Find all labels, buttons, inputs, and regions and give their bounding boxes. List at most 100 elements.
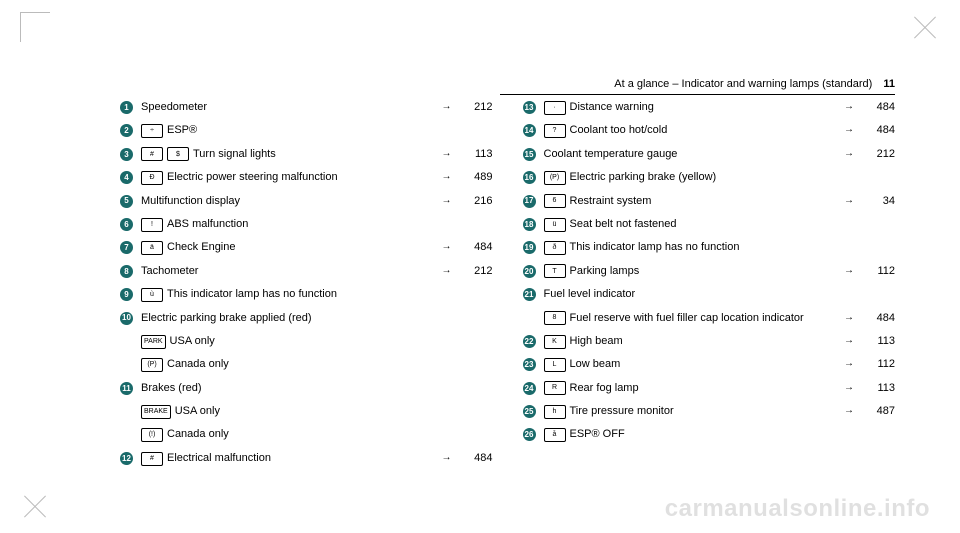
warning-lamp-icon: $ (167, 147, 189, 161)
item-label-wrap: RRear fog lamp (544, 381, 840, 396)
list-item: 19ðThis indicator lamp has no function (523, 240, 896, 255)
page-ref-arrow: → (839, 381, 859, 395)
list-item: 24RRear fog lamp→113 (523, 381, 896, 396)
list-sub-item: (P)Canada only (120, 357, 493, 372)
list-item: 15Coolant temperature gauge→212 (523, 147, 896, 162)
item-number-badge: 26 (523, 428, 536, 441)
list-item: 10 Electric parking brake applied (red) (120, 311, 493, 326)
item-label-wrap: BRAKEUSA only (141, 404, 437, 419)
list-item: 26åESP® OFF (523, 427, 896, 442)
list-item: 14?Coolant too hot/cold→484 (523, 123, 896, 138)
page-ref-arrow: → (437, 264, 457, 278)
item-label: Turn signal lights (193, 147, 276, 162)
item-number-badge: 10 (120, 312, 133, 325)
page-ref: 489 (457, 170, 493, 185)
warning-lamp-icon: PARK (141, 335, 166, 349)
item-label: ESP® (167, 123, 197, 138)
list-item: 176Restraint system→34 (523, 194, 896, 209)
item-label-wrap: KHigh beam (544, 334, 840, 349)
page-ref: 112 (859, 264, 895, 279)
item-label: Low beam (570, 357, 621, 372)
list-item: 22KHigh beam→113 (523, 334, 896, 349)
header-page-number: 11 (883, 78, 895, 90)
item-number-badge: 8 (120, 265, 133, 278)
warning-lamp-icon: T (544, 264, 566, 278)
item-number-badge: 24 (523, 382, 536, 395)
list-item: 12#Electrical malfunction→484 (120, 451, 493, 466)
warning-lamp-icon: ü (544, 218, 566, 232)
page-ref: 212 (457, 100, 493, 115)
page-ref: 484 (457, 240, 493, 255)
warning-lamp-icon: K (544, 335, 566, 349)
list-item: 25hTire pressure monitor→487 (523, 404, 896, 419)
list-item: 5 Multifunction display →216 (120, 194, 493, 209)
item-number-badge: 16 (523, 171, 536, 184)
item-label: Multifunction display (141, 194, 240, 209)
page-ref-arrow: → (437, 194, 457, 208)
item-label: Tachometer (141, 264, 198, 279)
page-ref-arrow: → (437, 240, 457, 254)
warning-lamp-icon: ? (544, 124, 566, 138)
page-ref-arrow: → (839, 194, 859, 208)
item-label-wrap: ü Seat belt not fastened (544, 217, 840, 232)
list-sub-item: BRAKEUSA only (120, 404, 493, 419)
item-label: ABS malfunction (167, 217, 248, 232)
item-label: Check Engine (167, 240, 236, 255)
page-ref: 212 (859, 147, 895, 162)
item-number-badge: 18 (523, 218, 536, 231)
item-label-wrap: TParking lamps (544, 264, 840, 279)
item-number-badge: 22 (523, 335, 536, 348)
item-label: Brakes (red) (141, 381, 202, 396)
list-item: 3#$Turn signal lights→113 (120, 147, 493, 162)
warning-lamp-icon: (!) (141, 428, 163, 442)
warning-lamp-icon: ù (141, 288, 163, 302)
page-ref-arrow: → (839, 404, 859, 418)
warning-lamp-icon: ð (544, 241, 566, 255)
page-ref-arrow: → (437, 170, 457, 184)
item-label-wrap: (!) Canada only (141, 427, 437, 442)
item-label: Seat belt not fastened (570, 217, 677, 232)
item-number-badge: 12 (120, 452, 133, 465)
page-ref: 216 (457, 194, 493, 209)
page-ref-arrow: → (839, 334, 859, 348)
item-label-wrap: ?Coolant too hot/cold (544, 123, 840, 138)
page-ref: 113 (457, 147, 493, 162)
list-sub-item: 8Fuel reserve with fuel filler cap locat… (523, 311, 896, 326)
warning-lamp-icon: L (544, 358, 566, 372)
item-label-wrap: (P)Canada only (141, 357, 437, 372)
item-label: Canada only (167, 427, 229, 442)
item-label: Electric parking brake (yellow) (570, 170, 717, 185)
page-ref-arrow: → (839, 100, 859, 114)
item-label: Electric parking brake applied (red) (141, 311, 312, 326)
list-item: 11Brakes (red) (120, 381, 493, 396)
page-ref: 484 (859, 100, 895, 115)
item-label-wrap: 8Fuel reserve with fuel filler cap locat… (544, 311, 840, 326)
page-ref-arrow: → (437, 147, 457, 161)
warning-lamp-icon: ä (141, 241, 163, 255)
item-label-wrap: Fuel level indicator (544, 287, 840, 302)
page-ref: 484 (859, 311, 895, 326)
warning-lamp-icon: h (544, 405, 566, 419)
warning-lamp-icon: 8 (544, 311, 566, 325)
corner-mark-bl (20, 491, 50, 521)
warning-lamp-icon: å (544, 428, 566, 442)
page-ref-arrow: → (839, 311, 859, 325)
item-number-badge: 23 (523, 358, 536, 371)
item-label-wrap: !ABS malfunction (141, 217, 437, 232)
item-label: Speedometer (141, 100, 207, 115)
item-label-wrap: ·Distance warning (544, 100, 840, 115)
item-label-wrap: (P)Electric parking brake (yellow) (544, 170, 840, 185)
warning-lamp-icon: # (141, 147, 163, 161)
item-number-badge: 5 (120, 195, 133, 208)
list-sub-item: PARKUSA only (120, 334, 493, 349)
page-ref-arrow: → (839, 123, 859, 137)
item-number-badge: 21 (523, 288, 536, 301)
item-number-badge: 9 (120, 288, 133, 301)
item-label: Electric power steering malfunction (167, 170, 338, 185)
warning-lamp-icon: # (141, 452, 163, 466)
warning-lamp-icon: · (544, 101, 566, 115)
warning-lamp-icon: 6 (544, 194, 566, 208)
item-label-wrap: Brakes (red) (141, 381, 437, 396)
page-header: At a glance – Indicator and warning lamp… (500, 78, 895, 95)
item-number-badge: 17 (523, 195, 536, 208)
